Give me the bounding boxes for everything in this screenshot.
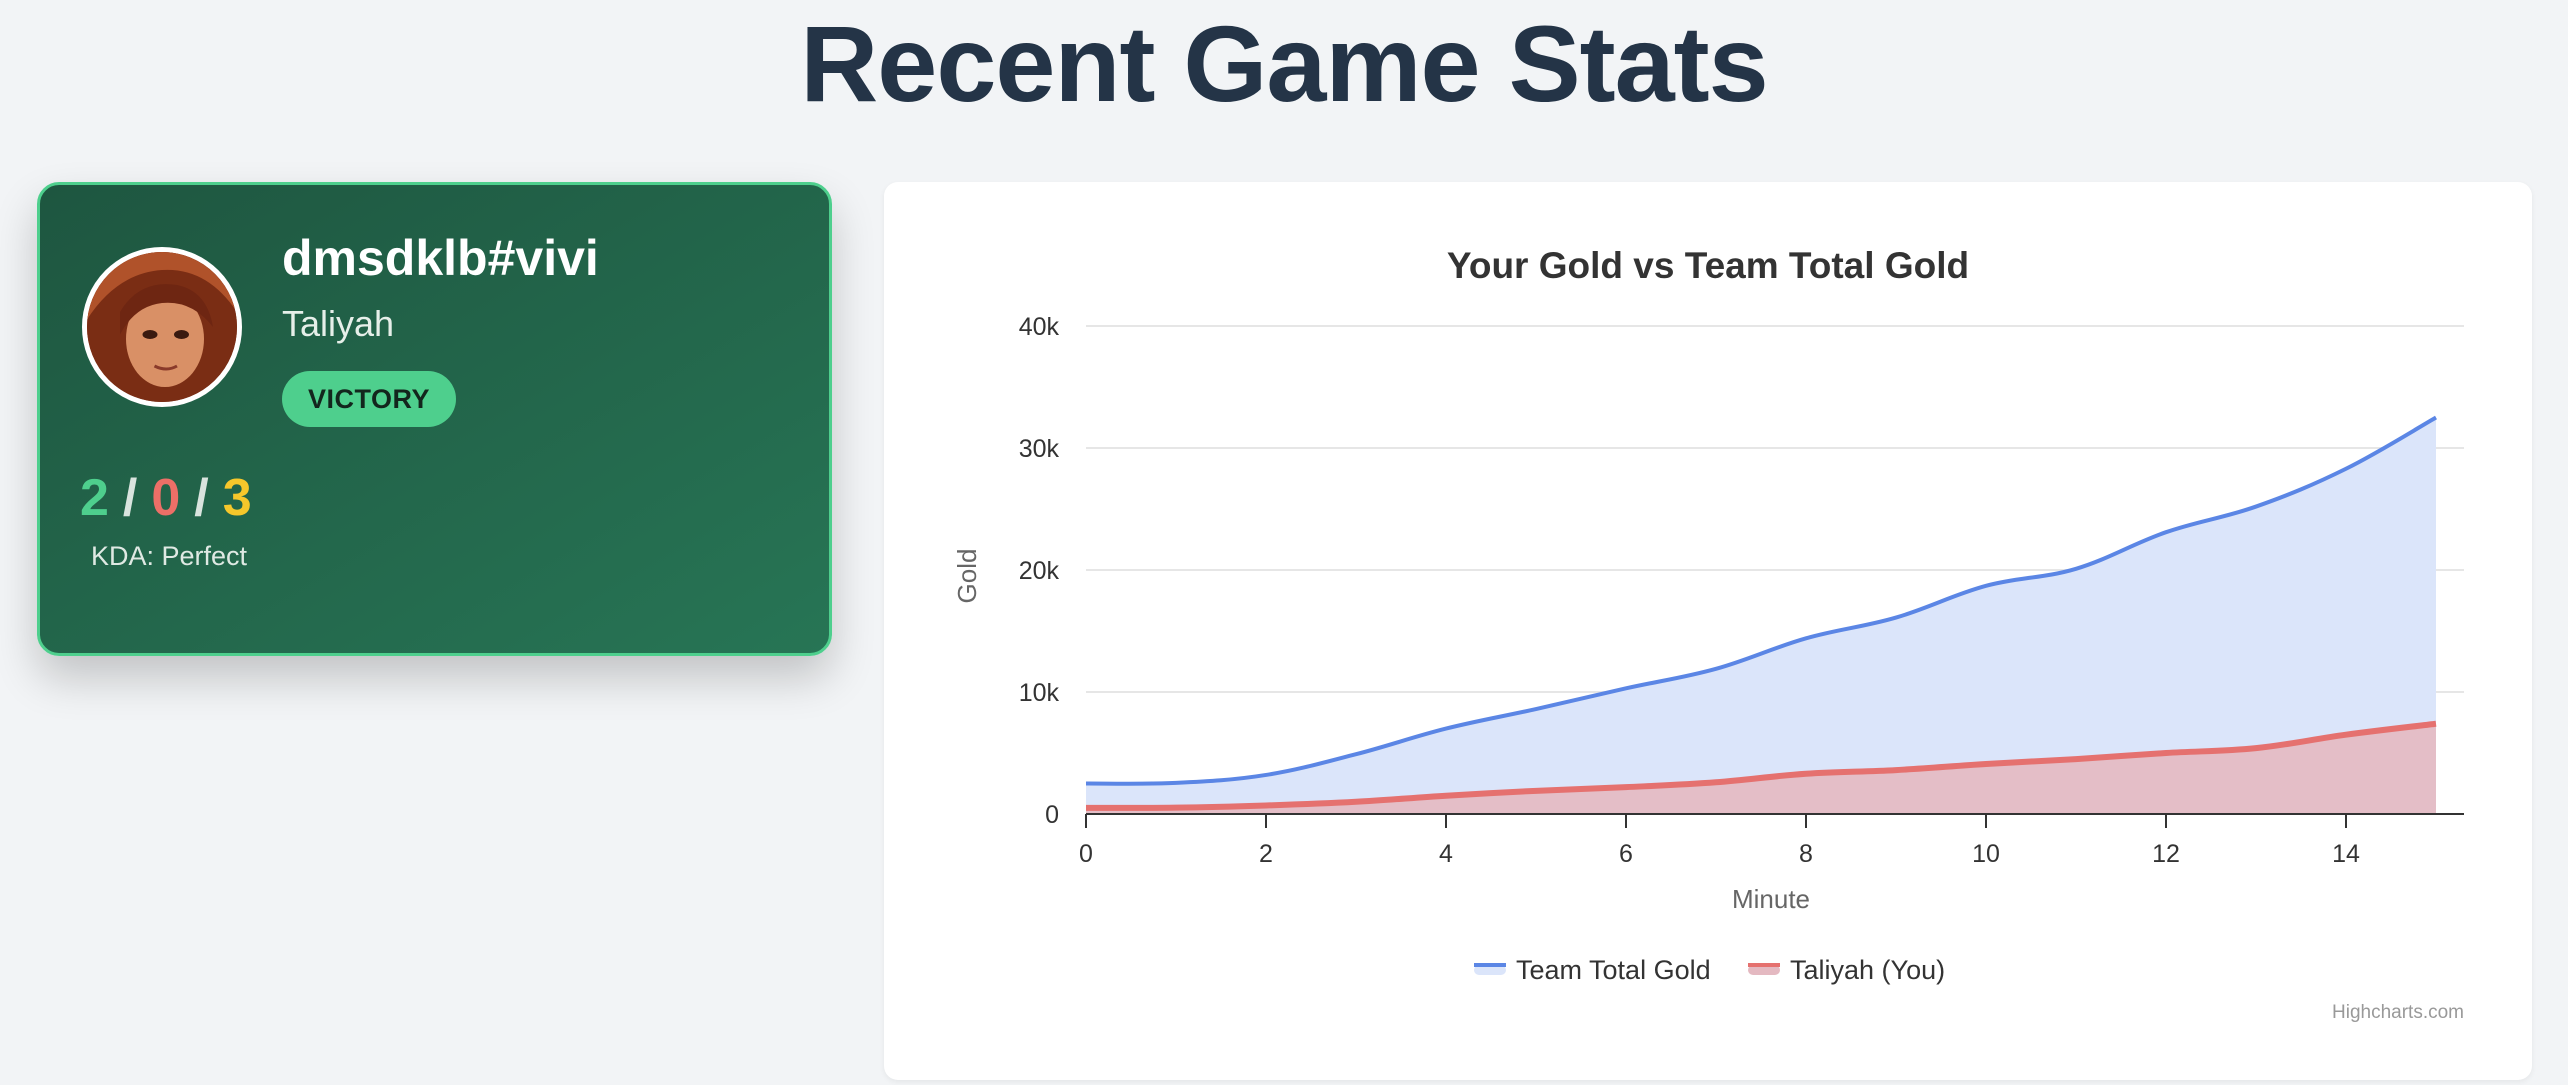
- data-point[interactable]: [2249, 500, 2263, 514]
- gold-chart: Your Gold vs Team Total Gold 0 10k 20k 30k 4…: [952, 245, 2464, 1023]
- data-point[interactable]: [1439, 722, 1453, 736]
- series-area-1: [1086, 723, 2436, 814]
- kda-label: KDA: Perfect: [91, 541, 248, 571]
- player-card: dmsdklb#vivi Taliyah VICTORY 2/0/3 KDA: …: [37, 182, 832, 656]
- series-line-1[interactable]: [1085, 720, 2437, 811]
- series-area-0: [1086, 417, 2436, 814]
- x-tick-label: 14: [2332, 840, 2360, 868]
- data-point[interactable]: [1349, 747, 1363, 761]
- data-point[interactable]: [1349, 795, 1363, 809]
- chart-legend: Team Total Gold Taliyah (You): [1474, 955, 1945, 985]
- y-tick-label: 0: [1045, 801, 1059, 829]
- legend-swatch: [1748, 965, 1780, 975]
- data-point[interactable]: [1259, 768, 1273, 782]
- data-point[interactable]: [1259, 798, 1273, 812]
- champion-name: Taliyah: [282, 303, 395, 344]
- x-tick-label: 10: [1972, 840, 2000, 868]
- data-point[interactable]: [1979, 579, 1993, 593]
- data-point[interactable]: [1529, 784, 1543, 798]
- legend-item[interactable]: Team Total Gold: [1516, 955, 1711, 985]
- x-tick-label: 6: [1619, 840, 1633, 868]
- x-tick-label: 12: [2152, 840, 2180, 868]
- chart-axes: 0 2 4 6 8 10 12 14: [1079, 813, 2464, 868]
- data-point[interactable]: [1799, 767, 1813, 781]
- data-point[interactable]: [1079, 801, 1093, 815]
- data-point[interactable]: [1709, 775, 1723, 789]
- chart-areas: [1079, 411, 2443, 815]
- data-point[interactable]: [2429, 411, 2443, 425]
- result-badge: VICTORY: [282, 371, 456, 427]
- chart-title: Your Gold vs Team Total Gold: [1447, 245, 1969, 286]
- y-tick-label: 10k: [1019, 679, 1060, 707]
- champion-portrait-icon: [87, 252, 237, 402]
- data-point[interactable]: [1079, 777, 1093, 791]
- data-point[interactable]: [2069, 562, 2083, 576]
- data-point[interactable]: [1889, 611, 1903, 625]
- x-tick-label: 8: [1799, 840, 1813, 868]
- assists-value: 3: [222, 469, 252, 527]
- data-point[interactable]: [2339, 462, 2353, 476]
- legend-item[interactable]: Taliyah (You): [1790, 955, 1945, 985]
- data-point[interactable]: [1439, 789, 1453, 803]
- data-point[interactable]: [1619, 780, 1633, 794]
- page-title: Recent Game Stats: [800, 3, 1768, 124]
- kda-separator: /: [194, 469, 209, 527]
- deaths-value: 0: [151, 469, 181, 527]
- x-tick-label: 0: [1079, 840, 1093, 868]
- data-point[interactable]: [2069, 752, 2083, 766]
- data-point[interactable]: [1619, 681, 1633, 695]
- data-point[interactable]: [2339, 728, 2353, 742]
- data-point[interactable]: [1169, 776, 1183, 790]
- chart-credits[interactable]: Highcharts.com: [2332, 1002, 2464, 1023]
- kills-value: 2: [80, 469, 109, 527]
- data-point[interactable]: [2159, 746, 2173, 760]
- data-point[interactable]: [1529, 702, 1543, 716]
- kda-separator: /: [122, 469, 138, 527]
- series-line-0[interactable]: [1085, 415, 2437, 786]
- legend-swatch: [1474, 965, 1506, 975]
- data-point[interactable]: [1979, 757, 1993, 771]
- x-axis-label: Minute: [1732, 884, 1810, 914]
- champion-avatar: [82, 247, 242, 407]
- data-point[interactable]: [1169, 801, 1183, 815]
- data-point[interactable]: [1889, 763, 1903, 777]
- y-tick-label: 30k: [1019, 435, 1060, 463]
- data-point[interactable]: [2249, 741, 2263, 755]
- y-tick-label: 20k: [1019, 557, 1060, 585]
- data-point[interactable]: [1799, 631, 1813, 645]
- summoner-name: dmsdklb#vivi: [282, 230, 599, 286]
- data-point[interactable]: [2429, 717, 2443, 731]
- x-tick-label: 2: [1259, 840, 1273, 868]
- x-tick-label: 4: [1439, 840, 1453, 868]
- data-point[interactable]: [1709, 662, 1723, 676]
- data-point[interactable]: [2159, 525, 2173, 539]
- gold-chart-card: Your Gold vs Team Total Gold 0 10k 20k 30k 4…: [884, 182, 2532, 1080]
- y-axis-label: Gold: [952, 549, 982, 604]
- y-tick-label: 40k: [1019, 313, 1060, 341]
- kda-score: 2/0/3: [80, 468, 252, 528]
